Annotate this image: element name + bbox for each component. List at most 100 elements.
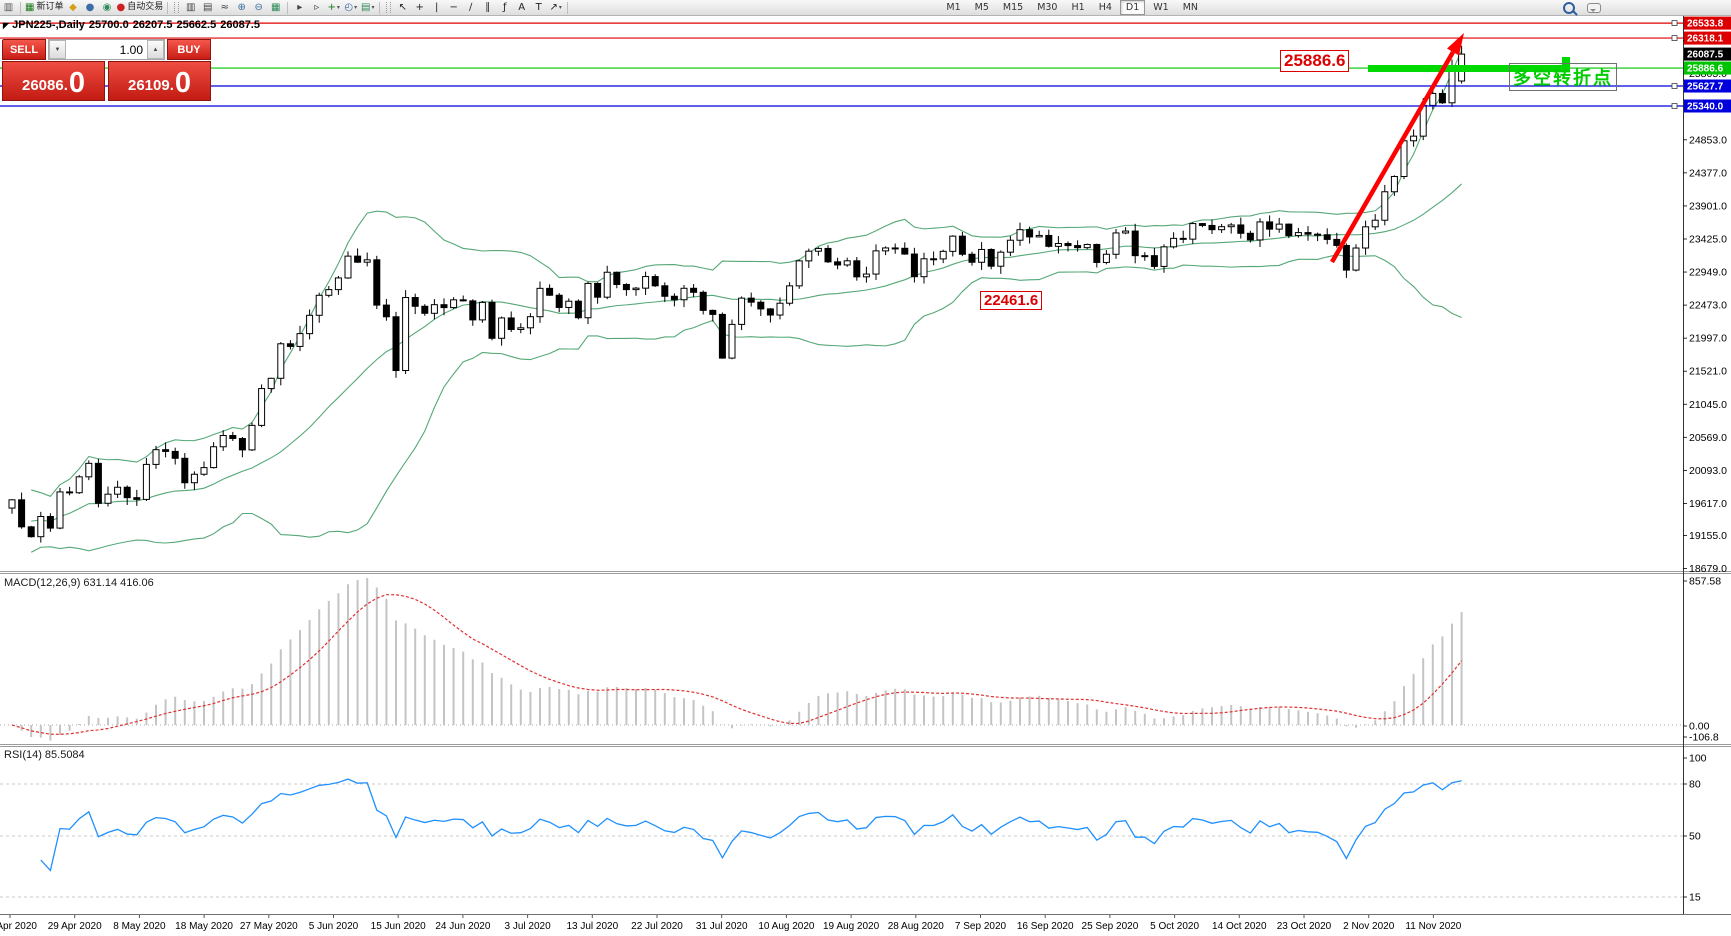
tile-windows-icon[interactable]: ▦	[268, 1, 283, 14]
timeframe-m30[interactable]: M30	[1037, 2, 1058, 13]
cursor-icon[interactable]: ↖	[395, 1, 410, 14]
search-icon[interactable]	[1563, 1, 1575, 14]
timeframe-m15[interactable]: M15	[1002, 2, 1024, 13]
line-chart-mode-icon[interactable]: ≈	[217, 1, 232, 14]
horizontal-line-icon[interactable]: −	[446, 1, 461, 14]
svg-text:18679.0: 18679.0	[1689, 563, 1727, 575]
trendline-icon: ∕	[469, 2, 473, 13]
chart-shift-icon[interactable]: ▹	[309, 1, 324, 14]
profile-icon[interactable]: ●	[82, 1, 97, 14]
text-icon: A	[518, 2, 526, 13]
lot-decrease-button[interactable]: ▼	[49, 40, 66, 59]
zoom-out-icon: ⊖	[254, 2, 263, 13]
favorites-icon[interactable]: ◆	[65, 1, 80, 14]
svg-text:20 Apr 2020: 20 Apr 2020	[0, 921, 37, 932]
svg-text:23 Oct 2020: 23 Oct 2020	[1277, 921, 1332, 932]
channel-icon[interactable]: ∥	[480, 1, 495, 14]
chevron-down-icon: ▾	[371, 4, 375, 11]
svg-text:31 Jul 2020: 31 Jul 2020	[696, 921, 748, 932]
candle-chart-mode-icon[interactable]: ▤	[200, 1, 215, 14]
zoom-in-icon: ⊕	[237, 2, 246, 13]
zoom-in-icon[interactable]: ⊕	[234, 1, 249, 14]
svg-text:19617.0: 19617.0	[1689, 498, 1727, 510]
svg-text:10 Aug 2020: 10 Aug 2020	[758, 921, 815, 932]
macd-name: MACD(12,26,9)	[4, 577, 81, 589]
auto-scroll-icon: ▸	[297, 2, 303, 13]
chart-shift-icon: ▹	[314, 2, 320, 13]
svg-text:15: 15	[1689, 892, 1701, 904]
templates-icon: ▤	[360, 2, 371, 13]
svg-text:21997.0: 21997.0	[1689, 333, 1727, 345]
timeframe-w1[interactable]: W1	[1153, 2, 1169, 13]
toolbar-separator	[567, 1, 569, 14]
crosshair-icon: +	[415, 2, 424, 13]
trendline-icon[interactable]: ∕	[463, 1, 478, 14]
toolbar-left-group: ▥ ▦ 新订单 ◆ ● ◉ ● 自动交易 ▥ ▤ ≈ ⊕ ⊖ ▦ ▸ ▹ + ▾ ◴ ▾ ▤ ▾ ↖ + | − ∕ ∥ ƒ A T ↗ ▾	[0, 0, 571, 15]
timeframe-mn[interactable]: MN	[1182, 2, 1198, 13]
fibonacci-icon: ƒ	[502, 2, 507, 13]
timeframe-h1[interactable]: H1	[1071, 2, 1085, 13]
tile-windows-icon: ▦	[270, 2, 281, 13]
macd-label: MACD(12,26,9) 631.14 416.06	[4, 577, 157, 589]
sell-price-display[interactable]: 26086. 0	[2, 61, 105, 101]
buy-button[interactable]: BUY	[167, 39, 211, 60]
svg-text:13 Jul 2020: 13 Jul 2020	[566, 921, 618, 932]
support-icon[interactable]: ◉	[99, 1, 114, 14]
svg-text:25886.6: 25886.6	[1687, 64, 1724, 75]
add-indicator-icon[interactable]: + ▾	[326, 1, 341, 14]
svg-text:2 Nov 2020: 2 Nov 2020	[1343, 921, 1395, 932]
resistance-price-callout[interactable]: 25886.6	[1280, 50, 1350, 72]
svg-text:26533.8: 26533.8	[1687, 19, 1724, 30]
svg-text:25340.0: 25340.0	[1687, 102, 1724, 113]
periods-icon: ◴	[344, 2, 354, 13]
support-price-callout[interactable]: 22461.6	[980, 291, 1043, 310]
new-order-icon[interactable]: ▦ 新订单	[25, 1, 63, 14]
svg-text:27 May 2020: 27 May 2020	[240, 921, 298, 932]
svg-text:14 Oct 2020: 14 Oct 2020	[1212, 921, 1267, 932]
templates-icon[interactable]: ▤ ▾	[360, 1, 375, 14]
svg-text:24377.0: 24377.0	[1689, 167, 1727, 179]
turning-point-note[interactable]: 多空转折点	[1509, 63, 1617, 91]
buy-price-display[interactable]: 26109. 0	[108, 61, 211, 101]
text-label-icon[interactable]: T	[531, 1, 546, 14]
svg-text:19155.0: 19155.0	[1689, 530, 1727, 542]
candles	[8, 45, 1466, 543]
svg-text:3 Jul 2020: 3 Jul 2020	[505, 921, 552, 932]
open-report-icon[interactable]: ▥	[1, 1, 16, 14]
low-value: 25662.5	[176, 19, 217, 31]
svg-text:22949.0: 22949.0	[1689, 267, 1727, 279]
chevron-down-icon: ▾	[558, 4, 562, 11]
timeframe-m5[interactable]: M5	[974, 2, 989, 13]
bar-chart-mode-icon[interactable]: ▥	[183, 1, 198, 14]
lot-size-field[interactable]: ▼ 1.00 ▲	[48, 39, 165, 60]
periods-icon[interactable]: ◴ ▾	[343, 1, 358, 14]
arrows-icon[interactable]: ↗ ▾	[548, 1, 563, 14]
line-chart-mode-icon: ≈	[220, 2, 229, 13]
vertical-line-icon[interactable]: |	[429, 1, 444, 14]
timeframe-d1[interactable]: D1	[1119, 0, 1146, 15]
pane-frame	[0, 14, 1731, 915]
zoom-out-icon[interactable]: ⊖	[251, 1, 266, 14]
rsi-value: 85.5084	[44, 749, 85, 761]
fibonacci-icon[interactable]: ƒ	[497, 1, 512, 14]
chart-marker-icon: ◤	[3, 21, 10, 30]
svg-text:20093.0: 20093.0	[1689, 465, 1727, 477]
crosshair-icon[interactable]: +	[412, 1, 427, 14]
svg-text:8 May 2020: 8 May 2020	[113, 921, 166, 932]
chat-icon[interactable]	[1587, 2, 1601, 13]
timeframe-m1[interactable]: M1	[946, 2, 961, 13]
bollinger-bands	[30, 50, 1463, 553]
lot-increase-button[interactable]: ▲	[147, 40, 164, 59]
text-icon[interactable]: A	[514, 1, 529, 14]
svg-text:23901.0: 23901.0	[1689, 200, 1727, 212]
autotrade-icon: ●	[116, 2, 126, 13]
svg-text:80: 80	[1689, 779, 1701, 791]
auto-scroll-icon[interactable]: ▸	[292, 1, 307, 14]
lot-size-value[interactable]: 1.00	[119, 42, 143, 57]
date-axis: 20 Apr 2020 29 Apr 2020 8 May 2020 18 May 2…	[0, 915, 1462, 932]
sell-button[interactable]: SELL	[2, 39, 46, 60]
autotrade-icon[interactable]: ● 自动交易	[116, 1, 163, 14]
timeframe-h4[interactable]: H4	[1098, 2, 1112, 13]
